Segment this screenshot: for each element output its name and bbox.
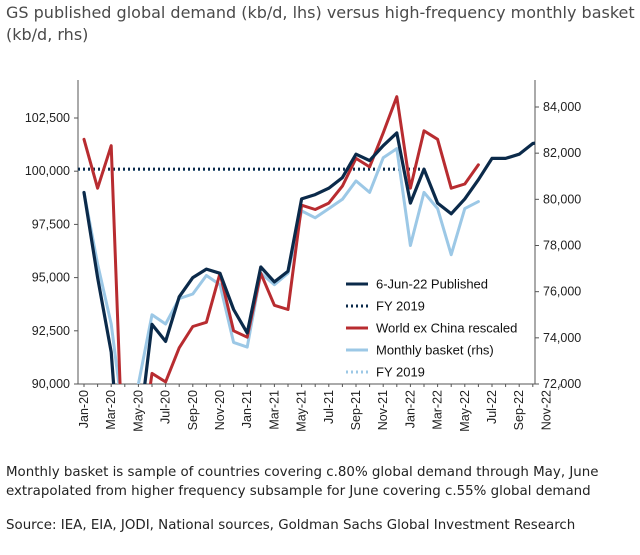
legend-label-3: Monthly basket (rhs) bbox=[376, 343, 494, 358]
x-tick-label: Jul-22 bbox=[485, 390, 499, 424]
x-tick-label: Mar-22 bbox=[431, 390, 445, 430]
x-tick-label: Sep-20 bbox=[186, 390, 200, 430]
x-tick-label: Jul-21 bbox=[322, 390, 336, 424]
legend-label-0: 6-Jun-22 Published bbox=[376, 277, 488, 292]
chart-source: Source: IEA, EIA, JODI, National sources… bbox=[6, 518, 576, 533]
legend-label-2: World ex China rescaled bbox=[376, 321, 517, 336]
left-tick-label: 97,500 bbox=[32, 217, 70, 231]
legend-label-4: FY 2019 bbox=[376, 365, 425, 380]
right-tick-label: 72,000 bbox=[543, 377, 581, 391]
series-line-3 bbox=[82, 147, 480, 384]
left-tick-label: 90,000 bbox=[32, 377, 70, 391]
right-tick-label: 84,000 bbox=[543, 100, 581, 114]
right-tick-label: 74,000 bbox=[543, 331, 581, 345]
x-tick-label: Mar-20 bbox=[104, 390, 118, 430]
x-tick-label: May-20 bbox=[131, 390, 145, 432]
x-tick-label: Mar-21 bbox=[267, 390, 281, 430]
x-tick-label: Jan-21 bbox=[240, 390, 254, 428]
left-tick-label: 102,500 bbox=[25, 111, 70, 125]
chart-title: GS published global demand (kb/d, lhs) v… bbox=[6, 3, 635, 44]
x-tick-label: Nov-20 bbox=[213, 390, 227, 430]
x-tick-label: Jan-22 bbox=[403, 390, 417, 428]
x-tick-label: Sep-22 bbox=[512, 390, 526, 430]
right-tick-label: 78,000 bbox=[543, 239, 581, 253]
x-tick-label: Nov-22 bbox=[539, 390, 553, 430]
x-tick-label: Jan-20 bbox=[77, 390, 91, 428]
left-tick-label: 92,500 bbox=[32, 324, 70, 338]
plot-series-group bbox=[78, 95, 535, 384]
left-tick-label: 95,000 bbox=[32, 271, 70, 285]
x-tick-label: Sep-21 bbox=[349, 390, 363, 430]
x-tick-label: Jul-20 bbox=[159, 390, 173, 424]
left-tick-label: 100,000 bbox=[25, 164, 70, 178]
x-tick-label: Nov-21 bbox=[376, 390, 390, 430]
legend-label-1: FY 2019 bbox=[376, 299, 425, 314]
series-line-0 bbox=[82, 131, 535, 384]
right-tick-label: 82,000 bbox=[543, 146, 581, 160]
right-tick-label: 76,000 bbox=[543, 285, 581, 299]
right-tick-label: 80,000 bbox=[543, 192, 581, 206]
chart-area: 90,000 92,500 95,000 97,500 100,000 102,500 72… bbox=[25, 80, 581, 432]
x-tick-label: May-22 bbox=[458, 390, 472, 432]
series-line-2 bbox=[82, 95, 480, 384]
chart-footnote: Monthly basket is sample of countries co… bbox=[6, 465, 599, 499]
x-tick-label: May-21 bbox=[295, 390, 309, 432]
